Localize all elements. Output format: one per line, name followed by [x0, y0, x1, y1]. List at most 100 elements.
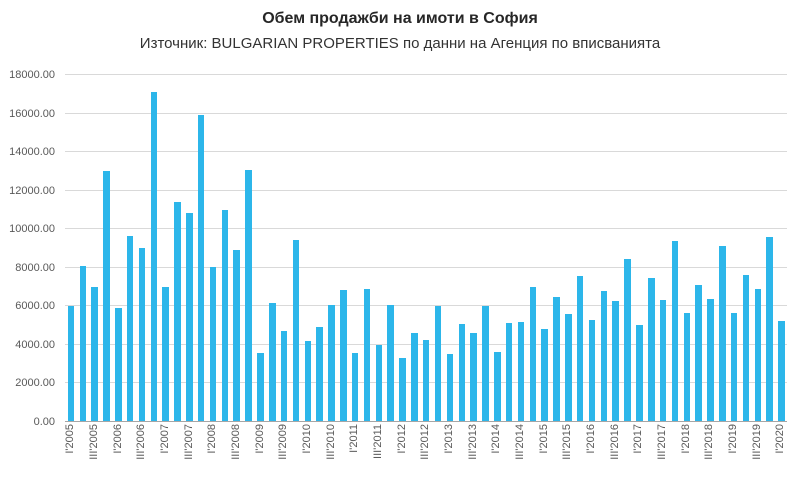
bar-slot [207, 75, 219, 422]
x-tick-label: I'2010 [301, 424, 314, 454]
bar [541, 328, 548, 422]
bar-slot [101, 75, 113, 422]
bar-slot [444, 75, 456, 422]
bar [742, 274, 750, 422]
bar-slot [397, 75, 409, 422]
bar-slot [657, 75, 669, 422]
y-tick-label: 10000.00 [9, 223, 55, 236]
x-tick-label: I'2013 [443, 424, 456, 454]
bar-slot [645, 75, 657, 422]
x-tick-label: I'2009 [253, 424, 266, 454]
bar-slot [361, 75, 373, 422]
x-tick-label: I'2017 [632, 424, 645, 454]
x-tick-label: I'2006 [111, 424, 124, 454]
bar [162, 287, 169, 422]
bar [411, 333, 418, 422]
bar [529, 287, 537, 422]
gridline [65, 112, 787, 114]
bar-slot [515, 75, 527, 422]
bar-slot [705, 75, 717, 422]
bar [482, 306, 489, 422]
x-tick-label: I'2012 [395, 424, 408, 454]
x-tick-label: III'2011 [372, 424, 385, 459]
bar [103, 171, 110, 422]
y-tick-label: 2000.00 [15, 377, 55, 390]
x-tick-label: I'2008 [206, 424, 219, 454]
y-axis-labels: 0.00 2000.00 4000.00 6000.00 8000.00 10000.00… [0, 69, 59, 428]
bar [292, 239, 300, 422]
bar-slot [681, 75, 693, 422]
bar-slot [503, 75, 515, 422]
bar-slot [314, 75, 326, 422]
bar [138, 247, 146, 422]
bar-slot [622, 75, 634, 422]
x-axis-labels: I'2005 III'2005 I'2006 III'2006 I'2007 III'20… [64, 424, 787, 478]
bar [707, 298, 714, 422]
bar [517, 321, 525, 422]
bar [730, 313, 738, 422]
gridline [65, 151, 787, 153]
bar [624, 259, 631, 422]
y-tick-label: 6000.00 [15, 300, 55, 313]
bar-slot [290, 75, 302, 422]
bar-slot [326, 75, 338, 422]
plot-area [65, 74, 788, 422]
bar [209, 266, 217, 422]
x-tick-label: III'2017 [656, 424, 669, 460]
bar [399, 358, 406, 422]
x-tick-label: I'2019 [727, 424, 740, 454]
bar-slot [776, 75, 788, 422]
bar [316, 326, 323, 422]
y-tick-label: 0.00 [33, 416, 55, 428]
bar-slot [740, 75, 752, 422]
bar-slot [349, 75, 361, 422]
bar-slot [219, 75, 231, 422]
gridline [65, 305, 787, 307]
bar [257, 352, 264, 422]
bar-slot [432, 75, 444, 422]
bar-slot [65, 75, 77, 422]
bar-slot [693, 75, 705, 422]
bar-slot [420, 75, 432, 422]
x-tick-label: III'2013 [466, 424, 479, 460]
bar-slot [136, 75, 148, 422]
bar-slot [243, 75, 255, 422]
x-tick-label: III'2008 [230, 424, 243, 460]
bar-slot [586, 75, 598, 422]
x-axis-line [65, 421, 787, 422]
bar-slot [634, 75, 646, 422]
bar [79, 265, 87, 422]
bar [197, 115, 205, 422]
bar-slot [752, 75, 764, 422]
bar [612, 300, 619, 422]
bar [351, 352, 359, 422]
bar-slot [669, 75, 681, 422]
bar [269, 303, 276, 422]
bar-slot [456, 75, 468, 422]
bar [280, 331, 288, 422]
y-tick-label: 12000.00 [9, 184, 55, 197]
bar [719, 245, 726, 422]
gridline [65, 189, 787, 191]
bar-slot [728, 75, 740, 422]
bar-slot [231, 75, 243, 422]
bar [150, 92, 158, 422]
x-tick-label: I'2014 [490, 424, 503, 454]
bar [328, 305, 335, 422]
bar [600, 290, 608, 422]
chart-title: Обем продажби на имоти в София [262, 10, 538, 27]
bar-slot [278, 75, 290, 422]
bar-slot [148, 75, 160, 422]
bar-slot [89, 75, 101, 422]
chart-subtitle: Източник: BULGARIAN PROPERTIES по данни … [139, 35, 661, 52]
bar-slot [77, 75, 89, 422]
bar [186, 212, 193, 422]
bar [221, 209, 229, 422]
bar-slot [527, 75, 539, 422]
bar-slot [551, 75, 563, 422]
x-tick-label: III'2005 [87, 424, 100, 460]
bar [576, 276, 584, 422]
x-tick-label: III'2018 [703, 424, 716, 460]
y-tick-label: 8000.00 [15, 261, 55, 274]
bar-slot [468, 75, 480, 422]
